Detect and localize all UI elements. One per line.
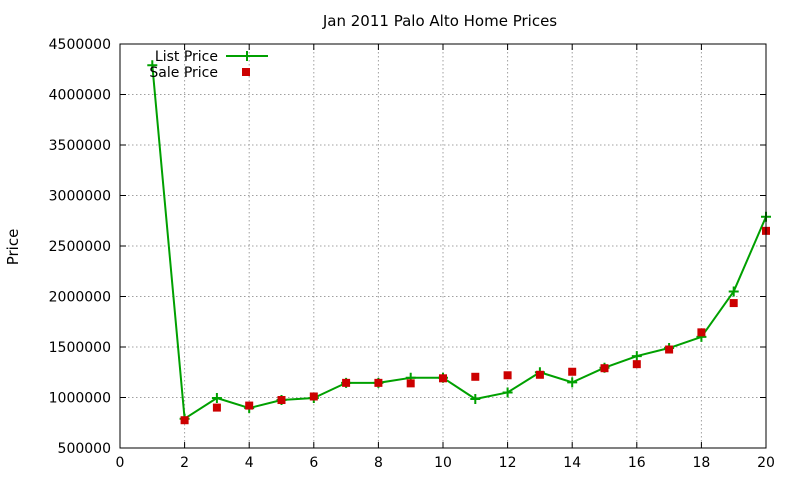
sale-price-point bbox=[212, 403, 221, 412]
x-tick-label: 12 bbox=[499, 455, 517, 471]
y-tick-label: 3000000 bbox=[49, 189, 111, 205]
series-layer bbox=[147, 60, 771, 425]
x-tick-label: 14 bbox=[563, 455, 581, 471]
x-tick-label: 8 bbox=[374, 455, 383, 471]
axis-ticks: 0 2 4 6 8 10 12 14 16 18 20 500000 1000000 1500000 200… bbox=[49, 37, 775, 471]
y-tick-label: 1000000 bbox=[49, 391, 111, 407]
list-price-point bbox=[470, 394, 481, 405]
y-tick-label: 500000 bbox=[58, 441, 111, 457]
sale-price-point bbox=[374, 378, 383, 387]
y-tick-label: 3500000 bbox=[49, 138, 111, 154]
sale-price-point bbox=[535, 370, 544, 379]
sale-price-point bbox=[665, 345, 674, 354]
x-tick-label: 0 bbox=[116, 455, 125, 471]
list-price-point bbox=[211, 393, 222, 404]
plot-frame bbox=[119, 43, 767, 449]
list-price-point bbox=[147, 60, 158, 71]
sale-price-point bbox=[180, 416, 189, 425]
list-price-point bbox=[728, 286, 739, 297]
y-tick-label: 4500000 bbox=[49, 37, 111, 53]
sale-price-point bbox=[632, 360, 641, 369]
sale-price-point bbox=[729, 299, 738, 308]
sale-price-point bbox=[568, 367, 577, 376]
x-tick-label: 20 bbox=[757, 455, 775, 471]
sale-price-point bbox=[600, 364, 609, 373]
list-price-point bbox=[567, 377, 578, 388]
sale-price-point bbox=[342, 378, 351, 387]
y-tick-label: 1500000 bbox=[49, 340, 111, 356]
series-line-list-price bbox=[151, 65, 767, 420]
x-tick-label: 18 bbox=[692, 455, 710, 471]
sale-price-point bbox=[406, 379, 415, 388]
list-price-point bbox=[631, 351, 642, 362]
y-tick-label: 2500000 bbox=[49, 239, 111, 255]
legend-square-marker bbox=[242, 68, 250, 76]
legend-label: List Price bbox=[155, 49, 218, 65]
legend-plus-marker bbox=[242, 51, 252, 61]
sale-price-point bbox=[503, 371, 512, 380]
list-price-point bbox=[502, 387, 513, 398]
x-tick-label: 16 bbox=[628, 455, 646, 471]
y-axis-label: Price bbox=[4, 229, 22, 266]
sale-price-point bbox=[471, 372, 480, 381]
sale-price-point bbox=[245, 401, 254, 410]
y-tick-label: 4000000 bbox=[49, 88, 111, 104]
x-tick-label: 4 bbox=[245, 455, 254, 471]
sale-price-point bbox=[439, 374, 447, 383]
legend-label: Sale Price bbox=[149, 65, 218, 81]
chart-title: Jan 2011 Palo Alto Home Prices bbox=[322, 12, 557, 30]
x-tick-label: 2 bbox=[180, 455, 189, 471]
sale-price-point bbox=[697, 328, 706, 337]
sale-price-point bbox=[309, 392, 318, 401]
x-tick-label: 10 bbox=[434, 455, 452, 471]
sale-price-point bbox=[277, 396, 286, 405]
grid bbox=[120, 44, 766, 448]
x-tick-label: 6 bbox=[309, 455, 318, 471]
y-tick-label: 2000000 bbox=[49, 290, 111, 306]
